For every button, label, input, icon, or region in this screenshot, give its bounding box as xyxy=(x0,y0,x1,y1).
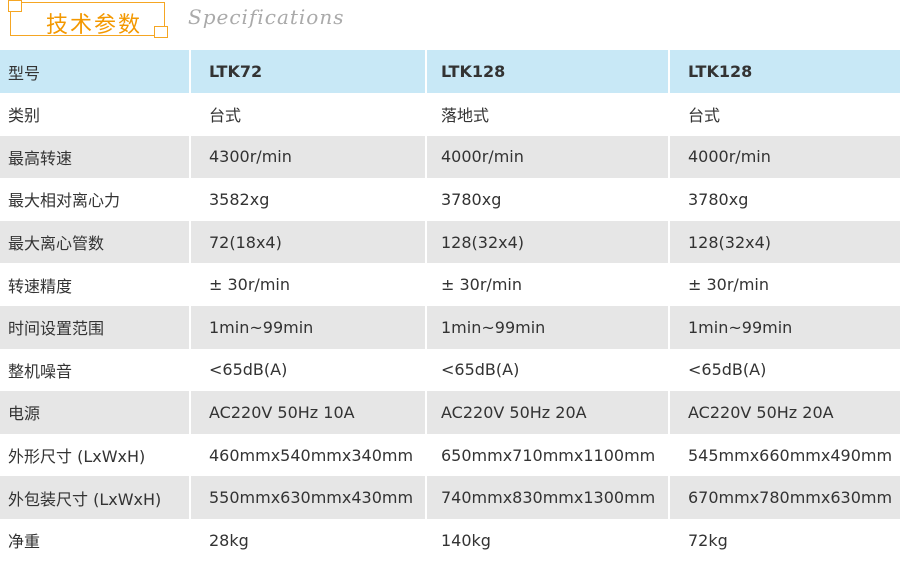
header-cell: LTK72 xyxy=(189,50,426,93)
table-row: 外形尺寸 (LxWxH) 460mmx540mmx340mm 650mmx710mm… xyxy=(0,433,900,477)
table-row: 最大离心管数 72(18x4) 128(32x4) 128(32x4) xyxy=(0,220,900,264)
cell-value: <65dB(A) xyxy=(668,348,900,392)
row-label: 净重 xyxy=(0,518,190,562)
section-subtitle: Specifications xyxy=(188,5,345,29)
row-label: 外包装尺寸 (LxWxH) xyxy=(0,476,190,519)
header-cell: LTK128 xyxy=(668,50,900,93)
row-label: 电源 xyxy=(0,391,190,434)
cell-value: ± 30r/min xyxy=(425,263,669,306)
spec-table: 型号 LTK72 LTK128 LTK128 类别 台式 落地式 台式 最高转速 4300… xyxy=(0,50,900,562)
cell-value: 670mmx780mmx630mm xyxy=(668,476,900,519)
cell-value: 3780xg xyxy=(668,178,900,221)
table-row: 最高转速 4300r/min 4000r/min 4000r/min xyxy=(0,135,900,179)
table-header-row: 型号 LTK72 LTK128 LTK128 xyxy=(0,50,900,93)
cell-value: 3582xg xyxy=(189,178,426,221)
cell-value: <65dB(A) xyxy=(189,348,426,392)
table-row: 外包装尺寸 (LxWxH) 550mmx630mmx430mm 740mmx830m… xyxy=(0,476,900,519)
cell-value: 1min~99min xyxy=(668,305,900,349)
cell-value: 28kg xyxy=(189,518,426,562)
table-row: 电源 AC220V 50Hz 10A AC220V 50Hz 20A AC220V 5… xyxy=(0,391,900,434)
cell-value: 72(18x4) xyxy=(189,220,426,264)
table-row: 净重 28kg 140kg 72kg xyxy=(0,518,900,562)
row-label: 最高转速 xyxy=(0,135,190,179)
row-label: 类别 xyxy=(0,93,190,136)
cell-value: 台式 xyxy=(189,93,426,136)
cell-value: 1min~99min xyxy=(425,305,669,349)
cell-value: 3780xg xyxy=(425,178,669,221)
cell-value: 128(32x4) xyxy=(425,220,669,264)
table-row: 类别 台式 落地式 台式 xyxy=(0,93,900,136)
row-label: 时间设置范围 xyxy=(0,305,190,349)
cell-value: 落地式 xyxy=(425,93,669,136)
table-row: 时间设置范围 1min~99min 1min~99min 1min~99min xyxy=(0,305,900,349)
table-row: 转速精度 ± 30r/min ± 30r/min ± 30r/min xyxy=(0,263,900,306)
cell-value: 4000r/min xyxy=(668,135,900,179)
row-label: 最大相对离心力 xyxy=(0,178,190,221)
cell-value: 1min~99min xyxy=(189,305,426,349)
cell-value: 545mmx660mmx490mm xyxy=(668,433,900,477)
cell-value: 4300r/min xyxy=(189,135,426,179)
table-row: 整机噪音 <65dB(A) <65dB(A) <65dB(A) xyxy=(0,348,900,392)
cell-value: 550mmx630mmx430mm xyxy=(189,476,426,519)
corner-ornament-icon xyxy=(154,26,168,38)
cell-value: ± 30r/min xyxy=(668,263,900,306)
section-title: 技术参数 xyxy=(46,13,143,38)
title-frame xyxy=(10,2,165,36)
cell-value: ± 30r/min xyxy=(189,263,426,306)
cell-value: AC220V 50Hz 20A xyxy=(425,391,669,434)
cell-value: 460mmx540mmx340mm xyxy=(189,433,426,477)
cell-value: 650mmx710mmx1100mm xyxy=(425,433,669,477)
cell-value: 740mmx830mmx1300mm xyxy=(425,476,669,519)
row-label: 外形尺寸 (LxWxH) xyxy=(0,433,190,477)
cell-value: 4000r/min xyxy=(425,135,669,179)
row-label: 整机噪音 xyxy=(0,348,190,392)
table-row: 最大相对离心力 3582xg 3780xg 3780xg xyxy=(0,178,900,221)
cell-value: <65dB(A) xyxy=(425,348,669,392)
cell-value: 72kg xyxy=(668,518,900,562)
cell-value: AC220V 50Hz 20A xyxy=(668,391,900,434)
section-title-badge: 技术参数 xyxy=(8,0,168,38)
cell-value: 台式 xyxy=(668,93,900,136)
header-cell: 型号 xyxy=(0,50,190,93)
header-cell: LTK128 xyxy=(425,50,669,93)
row-label: 最大离心管数 xyxy=(0,220,190,264)
row-label: 转速精度 xyxy=(0,263,190,306)
corner-ornament-icon xyxy=(8,0,22,12)
cell-value: AC220V 50Hz 10A xyxy=(189,391,426,434)
cell-value: 128(32x4) xyxy=(668,220,900,264)
cell-value: 140kg xyxy=(425,518,669,562)
